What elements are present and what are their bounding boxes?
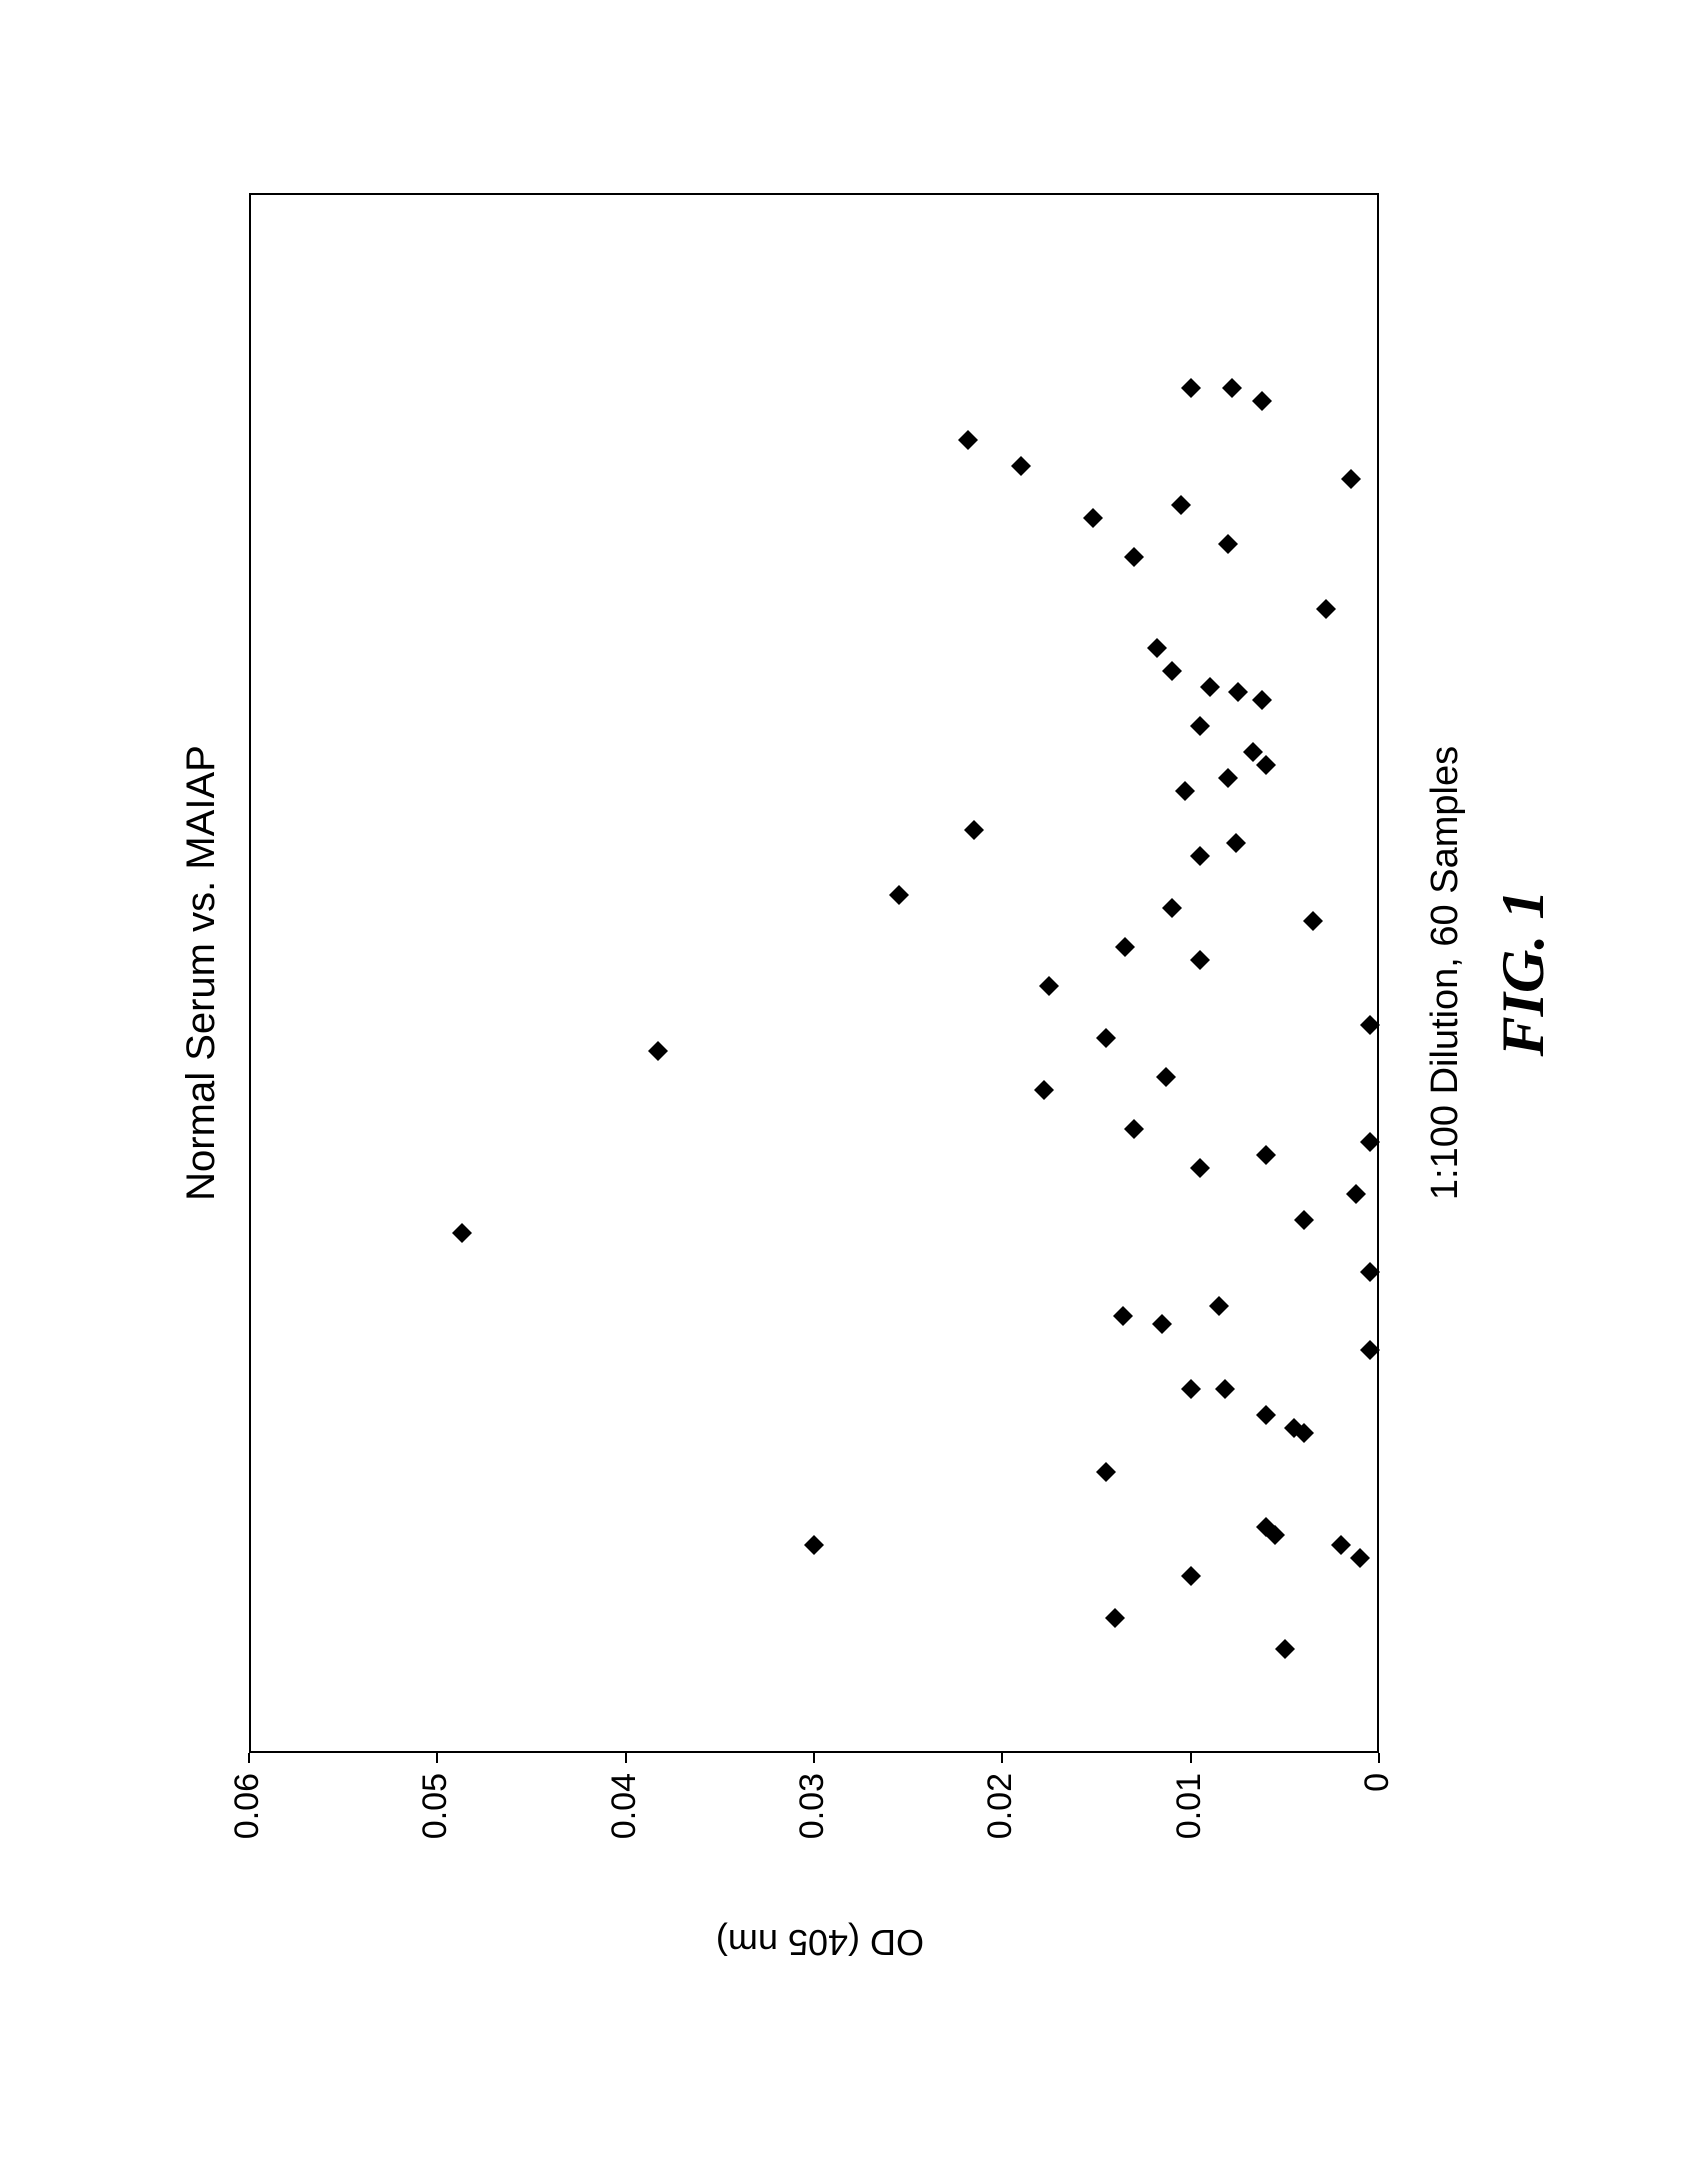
- scatter-point: [1083, 508, 1103, 528]
- scatter-point: [1200, 677, 1220, 697]
- scatter-point: [1215, 1379, 1235, 1399]
- scatter-point: [1115, 937, 1135, 957]
- scatter-point: [1350, 1548, 1370, 1568]
- scatter-point: [1096, 1462, 1116, 1482]
- scatter-point: [1190, 846, 1210, 866]
- y-tick-label: 0.01: [1170, 1773, 1209, 1893]
- scatter-point: [1190, 1158, 1210, 1178]
- y-tick: [813, 1753, 815, 1763]
- y-tick-label: 0.06: [228, 1773, 267, 1893]
- scatter-point: [1360, 1132, 1380, 1152]
- y-tick: [248, 1753, 250, 1763]
- scatter-point: [1175, 781, 1195, 801]
- scatter-point: [1181, 1379, 1201, 1399]
- y-tick-label: 0.05: [416, 1773, 455, 1893]
- scatter-point: [1275, 1639, 1295, 1659]
- scatter-point: [1190, 716, 1210, 736]
- scatter-point: [1218, 534, 1238, 554]
- scatter-point: [1252, 391, 1272, 411]
- scatter-point: [1294, 1210, 1314, 1230]
- scatter-point: [1346, 1184, 1366, 1204]
- plot-area: [249, 193, 1379, 1753]
- y-tick-label: 0.04: [605, 1773, 644, 1893]
- scatter-point: [1181, 378, 1201, 398]
- chart-rotated-wrapper: Normal Serum vs. MAIAP OD (405 nm) 1:100…: [119, 133, 1569, 2033]
- figure-label: FIG. 1: [1489, 890, 1558, 1057]
- scatter-point: [889, 885, 909, 905]
- scatter-point: [1171, 495, 1191, 515]
- scatter-point: [1256, 1405, 1276, 1425]
- scatter-point: [958, 430, 978, 450]
- scatter-point: [1222, 378, 1242, 398]
- scatter-point: [1162, 898, 1182, 918]
- scatter-point: [452, 1223, 472, 1243]
- scatter-chart: Normal Serum vs. MAIAP OD (405 nm) 1:100…: [119, 133, 1569, 2033]
- scatter-point: [1209, 1296, 1229, 1316]
- scatter-point: [1316, 599, 1336, 619]
- scatter-point: [1226, 833, 1246, 853]
- y-axis-label: OD (405 nm): [716, 1921, 924, 1963]
- scatter-point: [804, 1535, 824, 1555]
- scatter-point: [1152, 1314, 1172, 1334]
- scatter-point: [1147, 638, 1167, 658]
- scatter-point: [1256, 1145, 1276, 1165]
- scatter-point: [1162, 661, 1182, 681]
- scatter-point: [1096, 1028, 1116, 1048]
- scatter-point: [1105, 1608, 1125, 1628]
- scatter-point: [1243, 742, 1263, 762]
- scatter-point: [1331, 1535, 1351, 1555]
- scatter-point: [1360, 1262, 1380, 1282]
- scatter-point: [1218, 768, 1238, 788]
- scatter-point: [1039, 976, 1059, 996]
- scatter-point: [1124, 547, 1144, 567]
- scatter-point: [1256, 1517, 1276, 1537]
- y-tick: [1378, 1753, 1380, 1763]
- y-tick-label: 0: [1358, 1773, 1397, 1893]
- scatter-point: [1124, 1119, 1144, 1139]
- y-tick: [1001, 1753, 1003, 1763]
- scatter-point: [1011, 456, 1031, 476]
- scatter-point: [1113, 1306, 1133, 1326]
- scatter-point: [1034, 1080, 1054, 1100]
- chart-title: Normal Serum vs. MAIAP: [179, 745, 224, 1201]
- y-tick: [625, 1753, 627, 1763]
- scatter-point: [1360, 1015, 1380, 1035]
- y-tick: [1190, 1753, 1192, 1763]
- scatter-point: [1303, 911, 1323, 931]
- scatter-point: [964, 820, 984, 840]
- scatter-point: [1284, 1418, 1304, 1438]
- scatter-point: [1360, 1340, 1380, 1360]
- scatter-point: [1252, 690, 1272, 710]
- y-tick: [436, 1753, 438, 1763]
- scatter-point: [1181, 1566, 1201, 1586]
- scatter-point: [648, 1041, 668, 1061]
- x-axis-label: 1:100 Dilution, 60 Samples: [1424, 746, 1467, 1200]
- scatter-point: [1341, 469, 1361, 489]
- scatter-point: [1190, 950, 1210, 970]
- scatter-point: [1228, 682, 1248, 702]
- y-tick-label: 0.02: [981, 1773, 1020, 1893]
- scatter-point: [1156, 1067, 1176, 1087]
- y-tick-label: 0.03: [793, 1773, 832, 1893]
